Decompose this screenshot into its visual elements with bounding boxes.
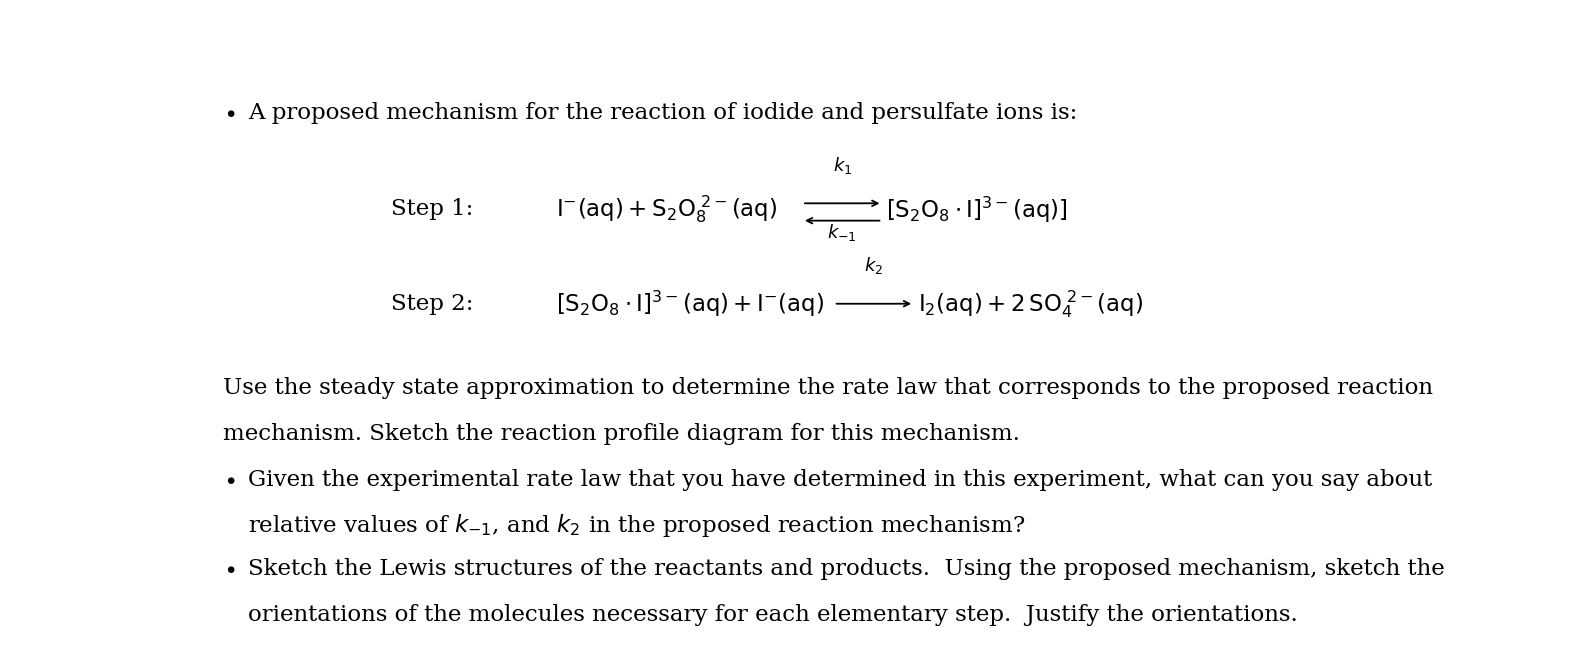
Text: $\mathrm{I^{-}(aq) + S_2O_8^{\ 2-}(aq)}$: $\mathrm{I^{-}(aq) + S_2O_8^{\ 2-}(aq)}$ bbox=[556, 193, 777, 225]
Text: orientations of the molecules necessary for each elementary step.  Justify the o: orientations of the molecules necessary … bbox=[248, 604, 1297, 626]
Text: $\mathrm{[S_2O_8 \cdot I]^{3-}(aq) + I^{-}(aq)}$: $\mathrm{[S_2O_8 \cdot I]^{3-}(aq) + I^{… bbox=[556, 289, 824, 319]
Text: $k_1$: $k_1$ bbox=[833, 156, 852, 176]
Text: $k_{-1}$: $k_{-1}$ bbox=[827, 222, 857, 243]
Text: $\bullet$: $\bullet$ bbox=[223, 469, 236, 491]
Text: mechanism. Sketch the reaction profile diagram for this mechanism.: mechanism. Sketch the reaction profile d… bbox=[223, 423, 1020, 445]
Text: relative values of $k_{-1}$, and $k_2$ in the proposed reaction mechanism?: relative values of $k_{-1}$, and $k_2$ i… bbox=[248, 512, 1025, 539]
Text: A proposed mechanism for the reaction of iodide and persulfate ions is:: A proposed mechanism for the reaction of… bbox=[248, 103, 1077, 124]
Text: Given the experimental rate law that you have determined in this experiment, wha: Given the experimental rate law that you… bbox=[248, 469, 1432, 491]
Text: Use the steady state approximation to determine the rate law that corresponds to: Use the steady state approximation to de… bbox=[223, 377, 1434, 399]
Text: Step 2:: Step 2: bbox=[391, 293, 473, 314]
Text: Sketch the Lewis structures of the reactants and products.  Using the proposed m: Sketch the Lewis structures of the react… bbox=[248, 558, 1445, 580]
Text: Step 1:: Step 1: bbox=[391, 199, 473, 220]
Text: $k_2$: $k_2$ bbox=[865, 255, 883, 275]
Text: $\bullet$: $\bullet$ bbox=[223, 103, 236, 124]
Text: $\mathrm{I_2(aq) + 2\,SO_4^{\ 2-}(aq)}$: $\mathrm{I_2(aq) + 2\,SO_4^{\ 2-}(aq)}$ bbox=[918, 288, 1143, 320]
Text: $\bullet$: $\bullet$ bbox=[223, 558, 236, 580]
Text: $\mathrm{[S_2O_8 \cdot I]^{3-}(aq)]}$: $\mathrm{[S_2O_8 \cdot I]^{3-}(aq)]}$ bbox=[887, 195, 1067, 224]
